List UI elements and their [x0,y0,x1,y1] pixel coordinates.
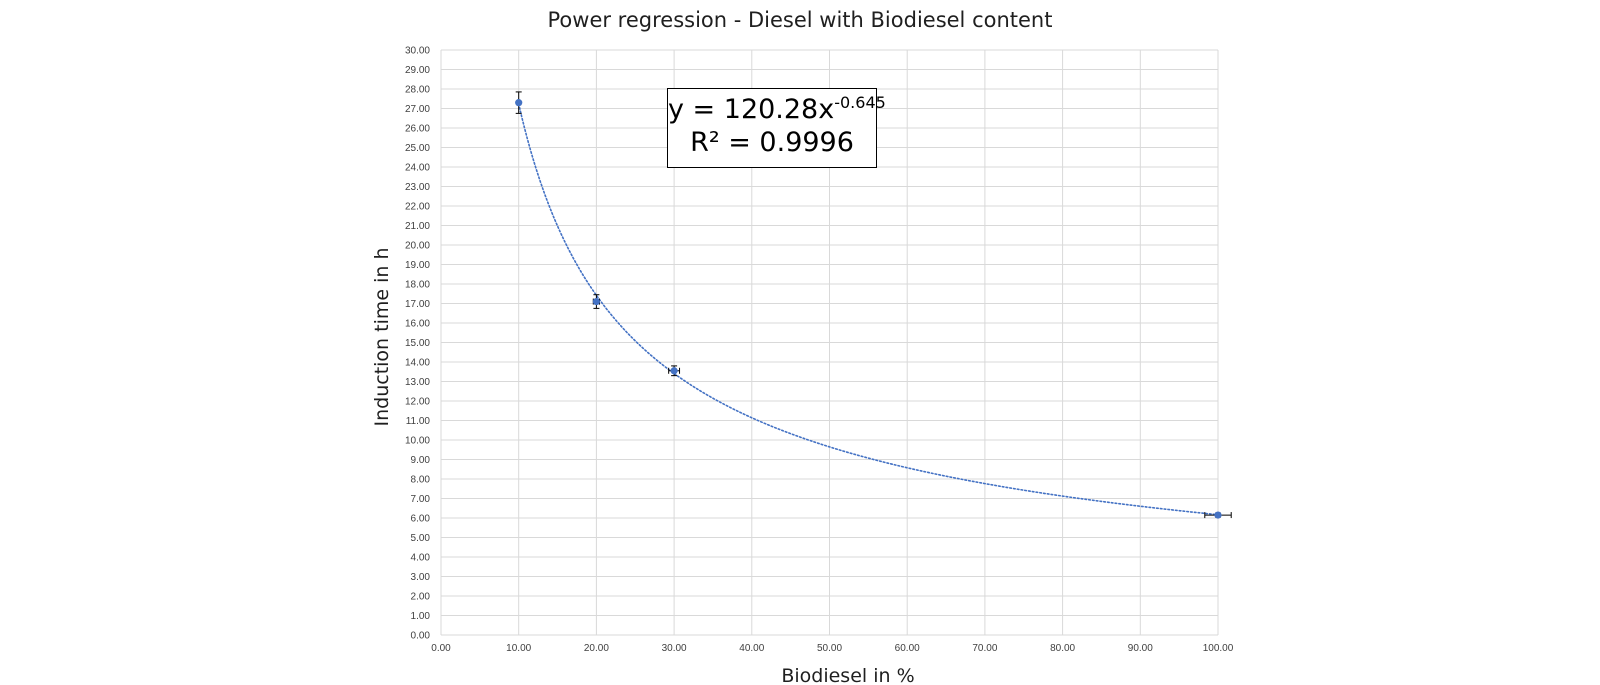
y-tick-label: 29.00 [405,65,430,76]
x-tick-label: 100.00 [1203,643,1234,654]
trendline-r-squared: R² = 0.9996 [690,127,854,158]
x-axis-ticks: 0.00 10.00 20.00 30.00 40.00 50.00 60.00 70.00 8… [431,643,1233,654]
y-tick-label: 1.00 [411,611,431,622]
y-tick-label: 3.00 [411,572,431,583]
y-axis-title: Induction time in h [371,248,393,427]
y-tick-label: 23.00 [405,182,430,193]
y-tick-label: 9.00 [411,455,431,466]
data-point [670,367,678,375]
y-tick-label: 26.00 [405,124,430,135]
y-tick-label: 4.00 [411,553,431,564]
y-tick-label: 25.00 [405,143,430,154]
x-tick-label: 80.00 [1050,643,1075,654]
y-tick-label: 12.00 [405,397,430,408]
y-tick-label: 15.00 [405,338,430,349]
y-tick-label: 11.00 [406,416,431,427]
y-tick-label: 24.00 [405,163,430,174]
y-tick-label: 30.00 [405,46,430,57]
y-tick-label: 19.00 [405,260,430,271]
x-tick-label: 50.00 [817,643,842,654]
gridlines [440,49,1219,636]
trendline-curve [517,103,1219,516]
trendline [517,103,1219,516]
y-tick-label: 0.00 [411,631,431,642]
x-tick-label: 0.00 [431,643,451,654]
y-tick-label: 8.00 [411,475,431,486]
y-tick-label: 27.00 [405,104,430,115]
chart-title: Power regression - Diesel with Biodiesel… [547,8,1053,32]
x-tick-label: 90.00 [1128,643,1153,654]
y-tick-label: 6.00 [411,514,431,525]
y-tick-label: 10.00 [405,436,430,447]
trendline-equation-box: y = 120.28x-0.645 R² = 0.9996 [667,88,886,168]
x-tick-label: 60.00 [895,643,920,654]
trendline-equation: y = 120.28x-0.645 [668,93,886,125]
data-point [592,297,601,306]
y-tick-label: 5.00 [411,533,431,544]
data-point [515,99,523,107]
x-tick-label: 10.00 [506,643,531,654]
x-tick-label: 20.00 [584,643,609,654]
y-tick-label: 2.00 [411,592,431,603]
y-tick-label: 18.00 [405,280,430,291]
data-points [515,99,1222,519]
y-tick-label: 21.00 [405,221,430,232]
x-tick-label: 30.00 [662,643,687,654]
x-axis-title: Biodiesel in % [781,665,914,685]
y-tick-label: 7.00 [411,494,431,505]
y-axis-ticks: 0.00 1.00 2.00 3.00 4.00 5.00 6.00 7.00 8.00 9.00… [405,46,430,642]
y-tick-label: 16.00 [405,319,430,330]
y-tick-label: 28.00 [405,85,430,96]
x-tick-label: 70.00 [972,643,997,654]
data-point [1214,511,1222,519]
x-tick-label: 40.00 [739,643,764,654]
y-tick-label: 17.00 [405,299,430,310]
y-tick-label: 22.00 [405,202,430,213]
y-tick-label: 14.00 [405,358,430,369]
y-tick-label: 20.00 [405,241,430,252]
y-tick-label: 13.00 [405,377,430,388]
